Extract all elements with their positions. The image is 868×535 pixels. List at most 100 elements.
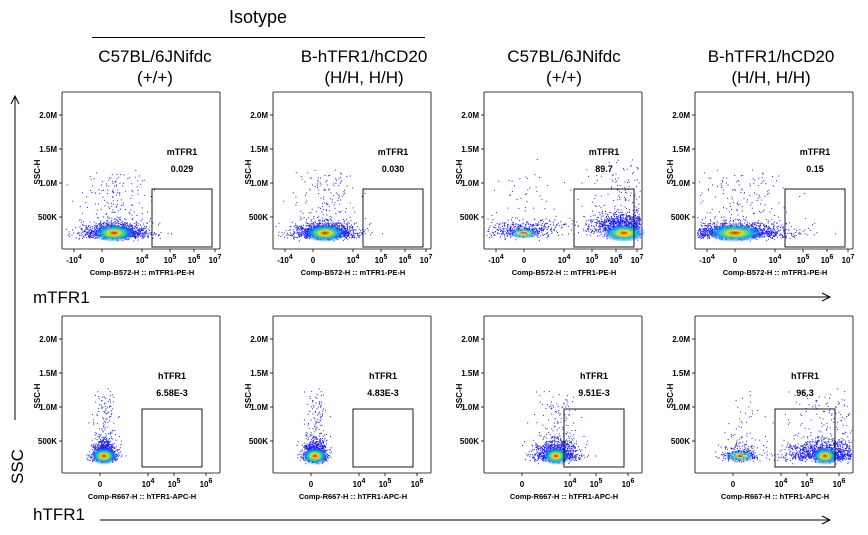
x-tick-label: 106 bbox=[200, 478, 213, 489]
y-tick-label: 1.0M bbox=[461, 179, 479, 188]
x-tick-label: 104 bbox=[136, 254, 149, 265]
x-tick-label: 104 bbox=[775, 478, 788, 489]
y-tick-label: 1.5M bbox=[672, 369, 690, 378]
x-tick-label: 0 bbox=[522, 256, 527, 265]
event-dots bbox=[697, 169, 836, 242]
y-tick-label: 500K bbox=[249, 437, 268, 446]
y-tick-label: 1.0M bbox=[250, 179, 268, 188]
plot-frame bbox=[61, 315, 221, 474]
x-tick-label: 107 bbox=[631, 254, 644, 265]
x-tick-label: 105 bbox=[379, 478, 392, 489]
plot-frame bbox=[483, 91, 643, 250]
gate-percentage: 0.030 bbox=[382, 164, 405, 174]
gate-label: mTFR1 bbox=[589, 147, 620, 157]
gate-label: hTFR1 bbox=[158, 371, 186, 381]
gate-box bbox=[563, 408, 625, 468]
arrow-ssc-head bbox=[10, 94, 20, 105]
gate-percentage: 4.83E-3 bbox=[367, 388, 399, 398]
y-tick-label: 1.0M bbox=[672, 403, 690, 412]
plot-frame bbox=[694, 91, 854, 250]
column-header-1-strain: C57BL/6JNifdc bbox=[98, 47, 212, 66]
y-tick-label: 500K bbox=[249, 213, 268, 222]
gate-box bbox=[352, 408, 414, 468]
y-tick-label: 2.0M bbox=[461, 111, 479, 120]
density-core bbox=[602, 224, 646, 242]
gate-label: mTFR1 bbox=[800, 147, 831, 157]
y-axis-title: SSC-H bbox=[33, 159, 42, 184]
gate-label: hTFR1 bbox=[791, 371, 819, 381]
gate-box bbox=[573, 188, 635, 248]
x-axis-title: Comp-R667-H :: hTFR1-APC-H bbox=[721, 492, 829, 501]
event-dots bbox=[522, 390, 597, 465]
x-tick-label: 104 bbox=[347, 254, 360, 265]
y-tick-label: 1.5M bbox=[461, 145, 479, 154]
gate-percentage: 9.51E-3 bbox=[578, 388, 610, 398]
y-tick-label: 2.0M bbox=[672, 111, 690, 120]
flow-panel-1-3: mTFR1 89.7 500K 1.0M 1.5M 2.0M SSC-H -104 0 104 10… bbox=[455, 91, 646, 277]
x-tick-label: 105 bbox=[590, 478, 603, 489]
x-tick-label: 104 bbox=[353, 478, 366, 489]
density-core bbox=[92, 224, 136, 242]
x-tick-label: 105 bbox=[586, 254, 599, 265]
x-axis-title: Comp-R667-H :: hTFR1-APC-H bbox=[299, 492, 407, 501]
y-axis-title: SSC-H bbox=[244, 383, 253, 408]
x-tick-label: 104 bbox=[564, 478, 577, 489]
gate-box bbox=[141, 408, 203, 468]
x-tick-label: 0 bbox=[731, 480, 736, 489]
event-dots bbox=[715, 388, 852, 465]
density-core bbox=[90, 447, 118, 465]
isotype-bracket-line bbox=[92, 37, 425, 38]
flow-panel-1-4: mTFR1 0.15 500K 1.0M 1.5M 2.0M SSC-H -104 0 104 10… bbox=[666, 91, 855, 277]
x-tick-label: 0 bbox=[98, 480, 103, 489]
flow-panel-2-1: hTFR1 6.58E-3 500K 1.0M 1.5M 2.0M SSC-H 0 104 105… bbox=[33, 315, 221, 501]
gate-label: mTFR1 bbox=[378, 147, 409, 157]
y-tick-label: 1.0M bbox=[672, 179, 690, 188]
y-axis-title: SSC-H bbox=[244, 159, 253, 184]
column-header-2: B-hTFR1/hCD20 (H/H, H/H) bbox=[264, 46, 464, 88]
density-core bbox=[811, 447, 839, 465]
x-tick-label: 0 bbox=[520, 480, 525, 489]
y-tick-label: 500K bbox=[38, 213, 57, 222]
y-tick-label: 1.5M bbox=[39, 145, 57, 154]
x-tick-label: 105 bbox=[801, 478, 814, 489]
gate-percentage: 0.029 bbox=[171, 164, 194, 174]
plot-frame bbox=[694, 315, 854, 474]
arrow-mtfr1-head bbox=[821, 292, 832, 302]
row-label-mtfr1: mTFR1 bbox=[33, 288, 90, 307]
gate-percentage: 0.15 bbox=[806, 164, 824, 174]
x-tick-label: 106 bbox=[610, 254, 623, 265]
y-tick-label: 1.0M bbox=[39, 179, 57, 188]
x-tick-label: 106 bbox=[188, 254, 201, 265]
column-header-3: C57BL/6JNifdc (+/+) bbox=[464, 46, 664, 88]
y-axis-title: SSC-H bbox=[455, 383, 464, 408]
y-tick-label: 1.5M bbox=[461, 369, 479, 378]
arrow-htfr1-head bbox=[821, 515, 832, 525]
y-tick-label: 500K bbox=[671, 213, 690, 222]
x-tick-label: -104 bbox=[277, 254, 293, 265]
density-core-secondary bbox=[508, 227, 540, 239]
gate-percentage: 6.58E-3 bbox=[156, 388, 188, 398]
y-axis-title: SSC-H bbox=[33, 383, 42, 408]
column-header-2-strain: B-hTFR1/hCD20 bbox=[300, 47, 428, 66]
column-header-4: B-hTFR1/hCD20 (H/H, H/H) bbox=[671, 46, 868, 88]
x-tick-label: -104 bbox=[699, 254, 715, 265]
x-tick-label: 104 bbox=[769, 254, 782, 265]
density-core-secondary bbox=[724, 450, 756, 462]
row-label-htfr1: hTFR1 bbox=[33, 505, 85, 524]
x-tick-label: 105 bbox=[797, 254, 810, 265]
gate-box bbox=[151, 188, 213, 248]
y-tick-label: 1.5M bbox=[250, 145, 268, 154]
x-axis-title: Comp-R667-H :: hTFR1-APC-H bbox=[88, 492, 196, 501]
x-tick-label: -104 bbox=[66, 254, 82, 265]
y-tick-label: 2.0M bbox=[39, 335, 57, 344]
x-tick-label: 105 bbox=[375, 254, 388, 265]
y-tick-label: 2.0M bbox=[250, 335, 268, 344]
gate-box bbox=[362, 188, 424, 248]
x-axis-title: Comp-B572-H :: mTFR1-PE-H bbox=[90, 268, 195, 277]
y-tick-label: 500K bbox=[671, 437, 690, 446]
gate-label: mTFR1 bbox=[167, 147, 198, 157]
plot-frame bbox=[483, 315, 643, 474]
x-tick-label: 106 bbox=[411, 478, 424, 489]
gate-box bbox=[784, 188, 846, 248]
